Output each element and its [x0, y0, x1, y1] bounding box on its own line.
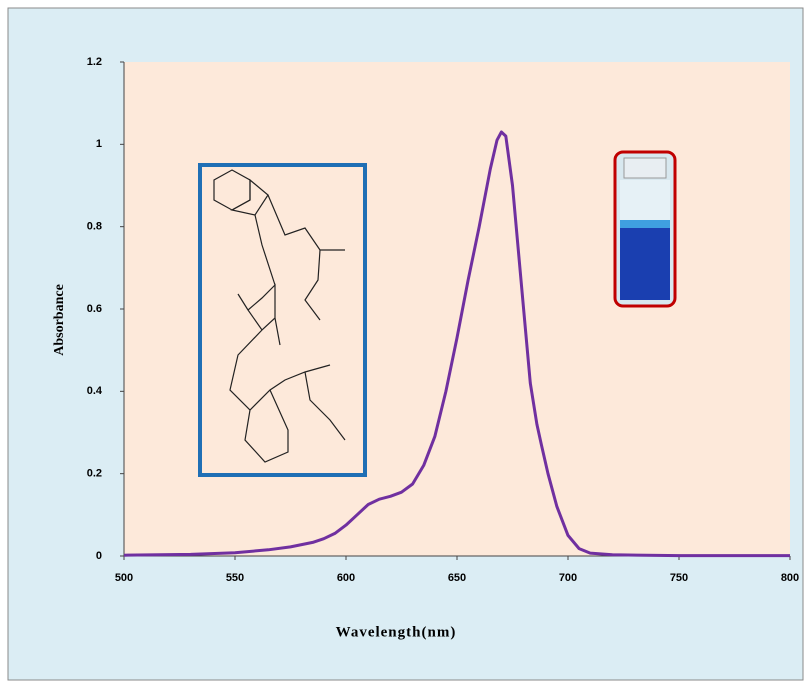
- y-axis-title: Absorbance: [52, 284, 67, 356]
- x-axis-title: Wavelength(nm): [336, 624, 457, 640]
- y-tick-label: 0.2: [87, 468, 102, 480]
- y-tick-label: 0.8: [87, 221, 102, 233]
- x-tick-label: 700: [559, 572, 577, 584]
- x-tick-label: 800: [781, 572, 799, 584]
- x-tick-label: 600: [337, 572, 355, 584]
- y-tick-label: 1.2: [87, 56, 102, 68]
- x-tick-label: 750: [670, 572, 688, 584]
- y-tick-label: 0: [96, 550, 102, 562]
- vial-inset: [613, 150, 677, 308]
- y-tick-label: 1: [96, 138, 102, 150]
- molecule-inset: [198, 163, 367, 477]
- x-tick-label: 550: [226, 572, 244, 584]
- x-tick-label: 500: [115, 572, 133, 584]
- y-tick-label: 0.4: [87, 385, 103, 397]
- data-line: [123, 130, 790, 558]
- x-tick-label: 650: [448, 572, 466, 584]
- y-tick-label: 0.6: [87, 303, 102, 315]
